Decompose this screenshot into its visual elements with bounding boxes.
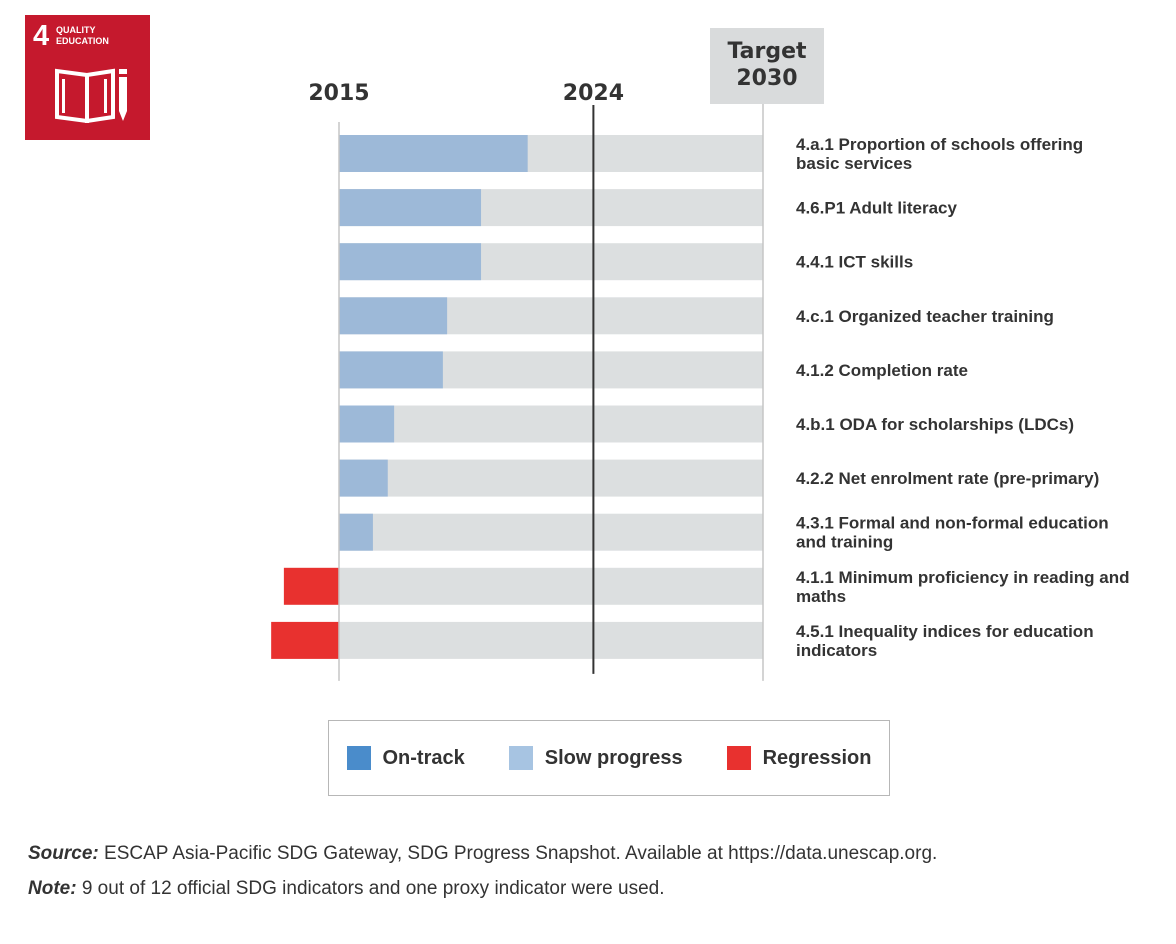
bar-label-5: 4.1.2 Completion rate [796,361,968,380]
sdg-number: 4 [33,20,50,52]
bar-track-7 [339,459,763,497]
bar-label-6-line-1: 4.b.1 ODA for scholarships (LDCs) [796,415,1074,434]
bar-label-4: 4.c.1 Organized teacher training [796,307,1054,326]
target-label-line1: Target [727,39,807,64]
bar-regression-10 [271,621,339,659]
legend-swatch-regression [726,746,751,770]
sdg4-badge: 4 QUALITY EDUCATION [25,15,150,140]
bar-progress-4 [339,297,448,335]
bar-label-2: 4.6.P1 Adult literacy [796,199,957,218]
legend-item-regression: Regression [726,746,872,770]
legend-label-regression: Regression [762,746,872,769]
open-book-pencil-icon [55,68,127,123]
bar-label-3-line-1: 4.4.1 ICT skills [796,253,913,272]
note-label: Note: [28,878,77,899]
legend-swatch-slow-progress [508,746,533,770]
sdg-title-line1: QUALITY [56,25,96,35]
bar-track-9 [339,567,763,605]
legend-label-on-track: On-track [382,746,465,769]
bar-label-1-line-2: basic services [796,154,912,173]
target-2030-label: Target 2030 [710,28,824,104]
bar-progress-8 [339,513,373,551]
bar-label-6: 4.b.1 ODA for scholarships (LDCs) [796,415,1074,434]
legend-item-on-track: On-track [346,746,465,770]
bar-progress-1 [339,135,528,172]
bar-label-3: 4.4.1 ICT skills [796,253,913,272]
legend-item-slow-progress: Slow progress [508,746,683,770]
bar-track-8 [339,513,763,551]
source-text: ESCAP Asia-Pacific SDG Gateway, SDG Prog… [98,843,938,864]
sdg-title: QUALITY EDUCATION [56,25,136,47]
bar-progress-7 [339,459,388,497]
bar-label-1: 4.a.1 Proportion of schools offering basi… [796,135,1083,173]
bar-progress-5 [339,351,443,389]
bar-label-5-line-1: 4.1.2 Completion rate [796,361,968,380]
progress-bar-chart: 4.a.1 Proportion of schools offering basi… [271,81,1129,681]
bar-label-1-line-1: 4.a.1 Proportion of schools offering [796,135,1083,154]
note-text: 9 out of 12 official SDG indicators and … [76,878,665,899]
bar-label-7: 4.2.2 Net enrolment rate (pre-primary) [796,469,1099,488]
bar-label-8: 4.3.1 Formal and non-formal education and… [796,514,1109,552]
bar-label-10-line-1: 4.5.1 Inequality indices for education [796,622,1094,641]
sdg-title-line2: EDUCATION [56,36,109,46]
bar-regression-9 [283,567,339,605]
bar-track-10 [339,621,763,659]
bar-label-8-line-1: 4.3.1 Formal and non-formal education [796,514,1109,533]
bar-label-9-line-1: 4.1.1 Minimum proficiency in reading and [796,568,1129,587]
legend-label-slow-progress: Slow progress [544,746,683,769]
source-label: Source: [28,843,99,864]
target-label-line2: 2030 [736,66,798,91]
bar-label-8-line-2: and training [796,533,893,552]
bar-label-2-line-1: 4.6.P1 Adult literacy [796,199,957,218]
bar-label-9-line-2: maths [796,587,846,606]
bar-label-10: 4.5.1 Inequality indices for education in… [796,622,1094,660]
note: Note: 9 out of 12 official SDG indicator… [28,878,665,900]
bar-label-7-line-1: 4.2.2 Net enrolment rate (pre-primary) [796,469,1099,488]
source-note: Source: ESCAP Asia-Pacific SDG Gateway, … [28,843,937,865]
bar-label-10-line-2: indicators [796,641,877,660]
legend: On-track Slow progress Regression [328,720,890,796]
legend-swatch-on-track [346,746,371,770]
year-label-2015: 2015 [308,81,369,106]
year-label-2024: 2024 [563,81,624,106]
bar-track-6 [339,405,763,443]
bar-progress-3 [339,243,482,281]
bar-progress-2 [339,189,482,227]
bar-label-4-line-1: 4.c.1 Organized teacher training [796,307,1054,326]
bar-label-9: 4.1.1 Minimum proficiency in reading and… [796,568,1129,606]
bar-progress-6 [339,405,395,443]
